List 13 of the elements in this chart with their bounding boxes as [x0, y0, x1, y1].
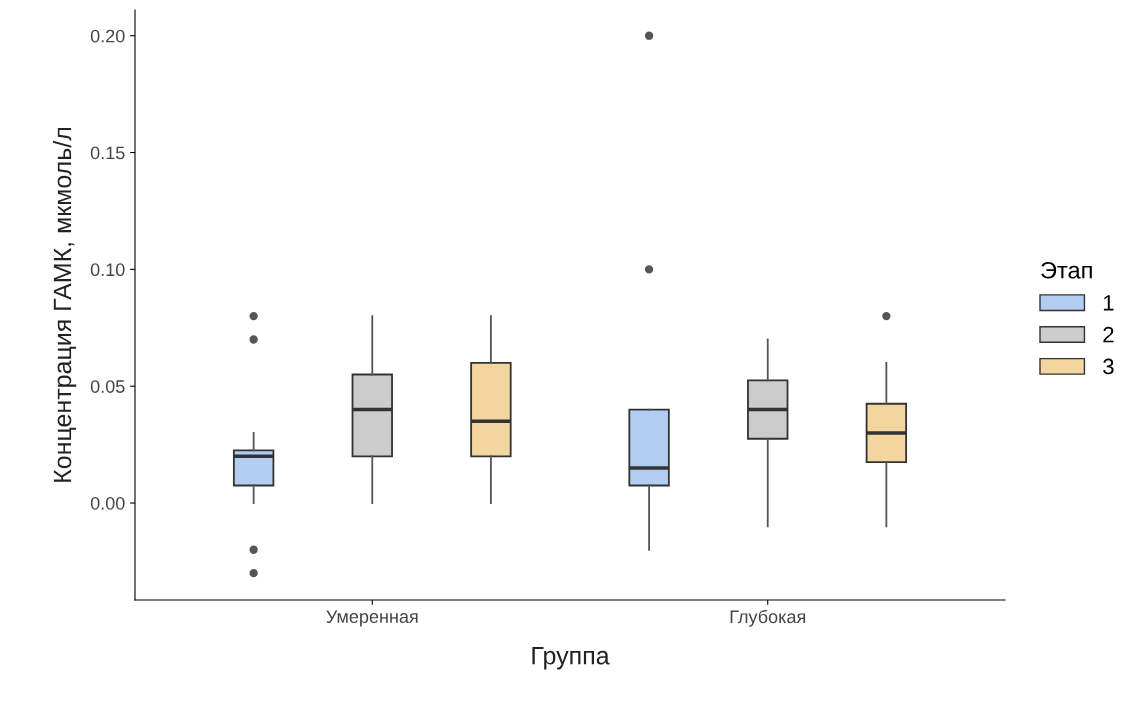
legend-label: 3 [1103, 358, 1114, 375]
y-tick-label: 0.00 [90, 496, 125, 510]
legend-label: 2 [1103, 326, 1114, 343]
y-tick-label: 0.15 [90, 146, 125, 160]
legend-label: 1 [1103, 295, 1114, 311]
x-tick-label: Глубокая [730, 609, 805, 627]
legend-title: Этап [1041, 261, 1092, 279]
x-tick-label: Умеренная [326, 610, 418, 627]
y-axis-title: Концентрация ГАМК, мкмоль/л [52, 127, 77, 482]
y-tick-label: 0.05 [90, 380, 125, 393]
y-tick-label: 0.10 [90, 263, 125, 277]
y-tick-label: 0.20 [90, 29, 125, 43]
x-axis-title: Группа [532, 647, 610, 670]
